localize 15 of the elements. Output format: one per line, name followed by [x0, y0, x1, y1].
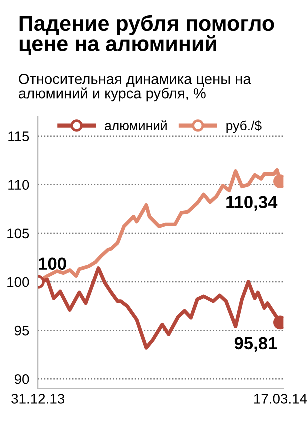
chart-subtitle: Относительная динамика цены на алюминий и курса рубля, %: [19, 74, 252, 102]
legend-label: алюминий: [105, 120, 167, 131]
legend-label: руб./$: [226, 120, 262, 134]
x-tick-label: 31.12.13: [12, 394, 64, 404]
x-tick-label: 17.03.14: [254, 394, 307, 404]
chart-title: Падение рубля помогло цене на алюминий: [20, 15, 274, 56]
annotation: 95,81: [234, 337, 278, 352]
y-tick-label: 110: [8, 180, 30, 190]
y-tick-label: 100: [8, 277, 30, 288]
y-tick-label: 115: [8, 132, 30, 142]
y-tick-label: 95: [14, 326, 30, 336]
annotation: 100: [39, 258, 66, 270]
annotation: 110,34: [226, 196, 278, 211]
y-tick-label: 105: [8, 228, 30, 239]
y-tick-label: 90: [14, 374, 30, 384]
